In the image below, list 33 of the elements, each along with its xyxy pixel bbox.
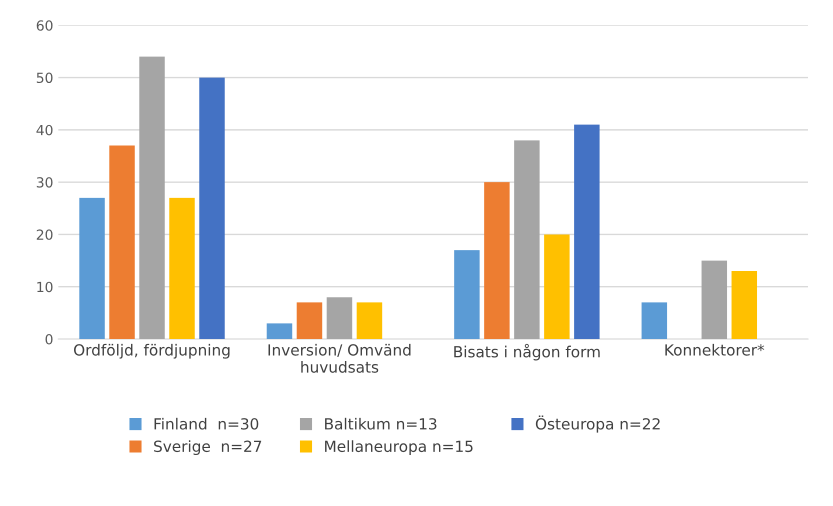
- y-tick-label: 10: [37, 282, 53, 292]
- bar: [484, 182, 510, 340]
- bar: [199, 78, 225, 340]
- legend-label: Finland n=30: [154, 418, 258, 430]
- legend-label: Mellaneuropa n=15: [325, 440, 473, 456]
- bar: [356, 302, 382, 340]
- y-tick-label: 50: [36, 72, 53, 84]
- bar: [514, 140, 540, 340]
- legend-label: Sverige n=27: [154, 440, 262, 456]
- bar: [326, 297, 352, 340]
- x-tick-label: Ordföljd, fördjupning: [74, 344, 230, 359]
- bar: [109, 146, 135, 340]
- y-tick-label: 0: [46, 334, 53, 344]
- bar: [732, 271, 758, 340]
- legend-label: Baltikum n=13: [325, 418, 436, 430]
- y-tick-label: 60: [36, 20, 53, 31]
- bar: [296, 302, 322, 340]
- bar: [574, 124, 600, 340]
- bar: [266, 323, 292, 340]
- bar: [702, 260, 728, 340]
- y-tick-label: 40: [36, 124, 53, 136]
- x-tick-label: Inversion/ Omvänd huvudsats: [268, 344, 410, 373]
- bar: [642, 302, 668, 340]
- bar: [139, 56, 165, 340]
- x-tick-label: Bisats i någon form: [454, 344, 600, 360]
- bar: [169, 198, 195, 340]
- bar: [544, 234, 570, 340]
- bar: [454, 250, 480, 340]
- y-tick-label: 30: [36, 177, 53, 188]
- legend-label: Östeuropa n=22: [536, 416, 660, 433]
- bar: [79, 198, 105, 340]
- x-tick-label: Konnektorer*: [665, 344, 764, 356]
- y-tick-label: 20: [36, 229, 53, 240]
